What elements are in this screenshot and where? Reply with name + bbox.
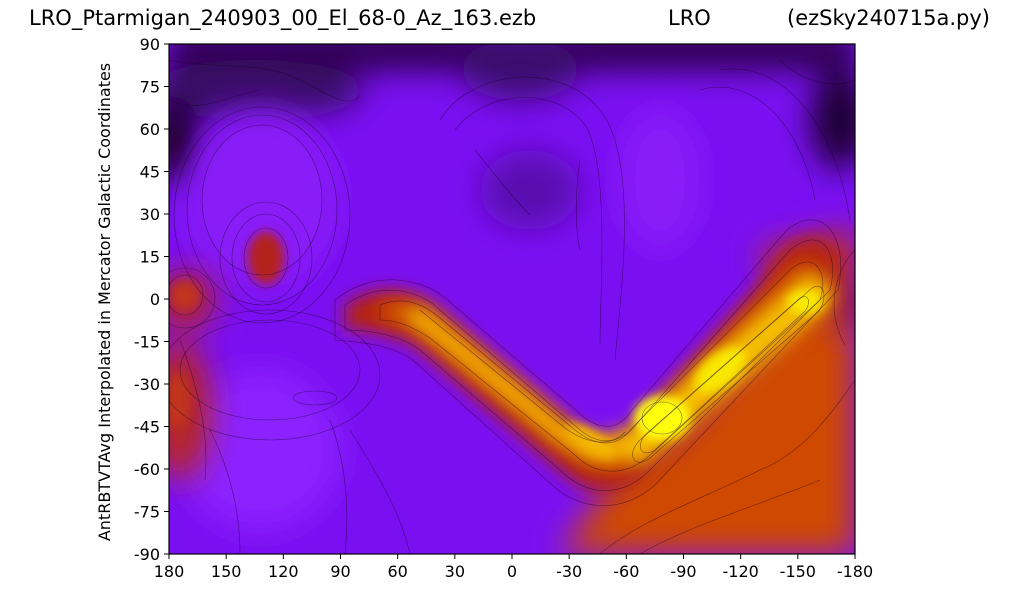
contour-lines xyxy=(169,59,855,554)
y-tick-label: 75 xyxy=(140,78,160,97)
x-tick-label: -90 xyxy=(670,562,696,581)
x-tick-label: -30 xyxy=(556,562,582,581)
x-tick-label: 120 xyxy=(268,562,299,581)
y-tick-label: -60 xyxy=(134,460,160,479)
heatmap-peaks xyxy=(169,232,823,457)
x-tick-label: 180 xyxy=(154,562,185,581)
y-tick-label: 60 xyxy=(140,120,160,139)
y-tick-label: 0 xyxy=(150,290,160,309)
y-axis-label: AntRBTVTAvg Interpolated in Mercator Gal… xyxy=(95,63,114,541)
x-tick-label: 150 xyxy=(211,562,242,581)
chart-title-center: LRO xyxy=(668,6,711,30)
y-axis: 90 75 60 45 30 15 0 -15 -30 -45 -60 -75 -90 xyxy=(134,35,169,564)
x-axis: 180 150 120 90 60 30 0 -30 -60 -90 -120 -150 -180 xyxy=(154,554,873,581)
heatmap-warm-region xyxy=(169,230,855,554)
x-tick-label: -180 xyxy=(837,562,873,581)
heatmap-bright-lobes xyxy=(180,110,700,530)
x-tick-label: 30 xyxy=(445,562,465,581)
y-tick-label: 45 xyxy=(140,163,160,182)
x-tick-label: 0 xyxy=(507,562,517,581)
chart-title: LRO_Ptarmigan_240903_00_El_68-0_Az_163.e… xyxy=(29,6,537,30)
y-tick-label: -90 xyxy=(134,545,160,564)
x-tick-label: -120 xyxy=(723,562,759,581)
x-tick-label: -60 xyxy=(613,562,639,581)
x-tick-label: 90 xyxy=(330,562,350,581)
y-tick-label: 15 xyxy=(140,248,160,267)
y-tick-label: 30 xyxy=(140,205,160,224)
chart-title-right: (ezSky240715a.py) xyxy=(787,6,990,30)
y-tick-label: -75 xyxy=(134,503,160,522)
y-tick-label: -30 xyxy=(134,375,160,394)
x-tick-label: -150 xyxy=(780,562,816,581)
x-tick-label: 60 xyxy=(387,562,407,581)
y-tick-label: -45 xyxy=(134,418,160,437)
y-tick-label: -15 xyxy=(134,333,160,352)
heatmap-dark-regions xyxy=(169,44,855,230)
y-tick-label: 90 xyxy=(140,35,160,54)
